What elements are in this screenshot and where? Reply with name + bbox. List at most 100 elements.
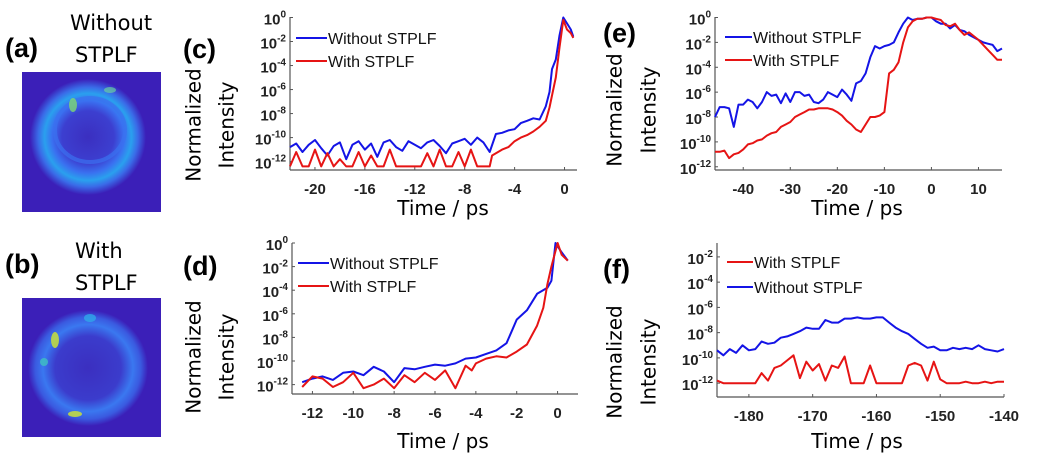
y-axis-label: Normalized xyxy=(182,68,206,181)
x-tick-label: -40 xyxy=(732,181,754,198)
beam-ring xyxy=(28,310,148,426)
x-tick-label: -4 xyxy=(508,181,522,198)
legend: Without STPLF With STPLF xyxy=(296,31,437,71)
y-tick-label: 10-6 xyxy=(687,299,713,318)
image-title-line-1: Without xyxy=(70,11,152,35)
beam-hotspot xyxy=(51,332,59,348)
panel-label-e: (e) xyxy=(603,18,636,48)
x-axis-label: Time / ps xyxy=(396,196,489,220)
y-axis-label: Intensity xyxy=(637,66,661,153)
y-axis-label: Normalized xyxy=(603,53,627,166)
series-line-without-stplf xyxy=(714,16,1003,128)
x-tick-label: -160 xyxy=(861,408,891,425)
y-tick-label: 10-4 xyxy=(260,58,286,77)
series-line-without-stplf xyxy=(289,16,575,161)
y-tick-label: 10-4 xyxy=(685,59,711,78)
y-tick-label: 10-12 xyxy=(257,377,289,396)
legend-label: Without STPLF xyxy=(330,256,439,273)
x-axis-label: Time / ps xyxy=(396,429,489,453)
y-axis-label: Normalized xyxy=(603,305,627,418)
y-tick-label: 10-8 xyxy=(262,329,288,348)
panel-label-b: (b) xyxy=(5,249,39,279)
x-tick-label: -6 xyxy=(428,405,441,422)
x-tick-label: 0 xyxy=(553,405,561,422)
image-panel-b: (b) With STPLF xyxy=(5,239,161,437)
y-tick-label: 10-6 xyxy=(260,82,286,101)
x-axis-label: Time / ps xyxy=(810,196,903,220)
y-tick-label: 10-6 xyxy=(685,84,711,103)
legend-label: With STPLF xyxy=(754,255,840,272)
series-line-with-stplf xyxy=(301,242,569,390)
y-tick-label: 10-10 xyxy=(680,134,712,153)
y-axis-label: Intensity xyxy=(215,81,239,168)
series-line-without-stplf xyxy=(301,242,569,384)
beam-hotspot xyxy=(40,358,48,366)
y-tick-label: 100 xyxy=(266,235,289,254)
x-tick-label: -12 xyxy=(302,405,324,422)
y-tick-label: 100 xyxy=(689,10,712,29)
legend: With STPLF Without STPLF xyxy=(727,255,863,297)
y-tick-label: 10-4 xyxy=(687,274,713,293)
panel-label-f: (f) xyxy=(603,254,630,284)
x-tick-label: -8 xyxy=(387,405,400,422)
image-title-line-2: STPLF xyxy=(75,43,138,67)
image-title-line-2: STPLF xyxy=(75,271,138,295)
panel-label-c: (c) xyxy=(183,34,216,64)
y-tick-label: 10-12 xyxy=(255,154,287,173)
series-line-without-stplf xyxy=(716,316,1005,357)
image-title-line-1: With xyxy=(75,239,123,263)
y-tick-label: 10-6 xyxy=(262,306,288,325)
chart-panel-f: (f) 10-2 10-4 10-6 10-8 10-10 10-12 -180 -170 -16… xyxy=(603,243,1019,453)
y-tick-label: 10-2 xyxy=(260,34,286,53)
legend-label: With STPLF xyxy=(330,279,416,296)
x-tick-label: -16 xyxy=(354,181,376,198)
x-tick-label: -8 xyxy=(458,181,471,198)
x-tick-label: -10 xyxy=(342,405,364,422)
y-tick-label: 10-12 xyxy=(682,375,714,394)
legend-label: With STPLF xyxy=(753,53,839,70)
y-tick-label: 10-2 xyxy=(262,259,288,278)
panel-label-a: (a) xyxy=(5,33,38,63)
x-tick-label: -30 xyxy=(779,181,801,198)
series-line-with-stplf xyxy=(716,354,1004,385)
panel-label-d: (d) xyxy=(183,251,217,281)
image-panel-a: (a) Without STPLF xyxy=(5,11,161,212)
legend-label: With STPLF xyxy=(328,54,414,71)
x-tick-label: -140 xyxy=(989,408,1019,425)
x-tick-label: -150 xyxy=(925,408,955,425)
y-tick-label: 10-4 xyxy=(262,282,288,301)
y-tick-label: 10-10 xyxy=(682,350,714,369)
y-axis-label: Intensity xyxy=(637,318,661,405)
x-tick-label: -20 xyxy=(826,181,848,198)
y-tick-label: 10-2 xyxy=(687,249,713,268)
x-tick-label: -12 xyxy=(404,181,426,198)
x-tick-label: -20 xyxy=(304,181,326,198)
x-tick-label: -2 xyxy=(510,405,523,422)
legend: Without STPLF With STPLF xyxy=(725,30,862,70)
y-axis-label: Normalized xyxy=(182,300,206,413)
x-tick-label: -4 xyxy=(469,405,483,422)
x-tick-label: 0 xyxy=(560,181,568,198)
x-tick-label: -170 xyxy=(798,408,828,425)
x-tick-label: -10 xyxy=(874,181,896,198)
legend: Without STPLF With STPLF xyxy=(298,256,439,296)
y-tick-label: 10-8 xyxy=(685,109,711,128)
y-axis-label: Intensity xyxy=(215,313,239,400)
y-tick-label: 10-10 xyxy=(255,130,287,149)
legend-label: Without STPLF xyxy=(754,280,863,297)
series-line-with-stplf xyxy=(715,16,1002,160)
y-tick-label: 10-8 xyxy=(260,106,286,125)
x-axis-label: Time / ps xyxy=(810,429,903,453)
legend-label: Without STPLF xyxy=(753,30,862,47)
y-tick-label: 10-10 xyxy=(257,353,289,372)
beam-hotspot xyxy=(68,411,82,417)
beam-hotspot xyxy=(69,98,77,112)
beam-inner-ring xyxy=(53,96,127,164)
y-tick-label: 10-12 xyxy=(680,159,712,178)
x-tick-label: 0 xyxy=(927,181,935,198)
y-tick-label: 100 xyxy=(264,9,287,28)
x-tick-label: -180 xyxy=(734,408,764,425)
